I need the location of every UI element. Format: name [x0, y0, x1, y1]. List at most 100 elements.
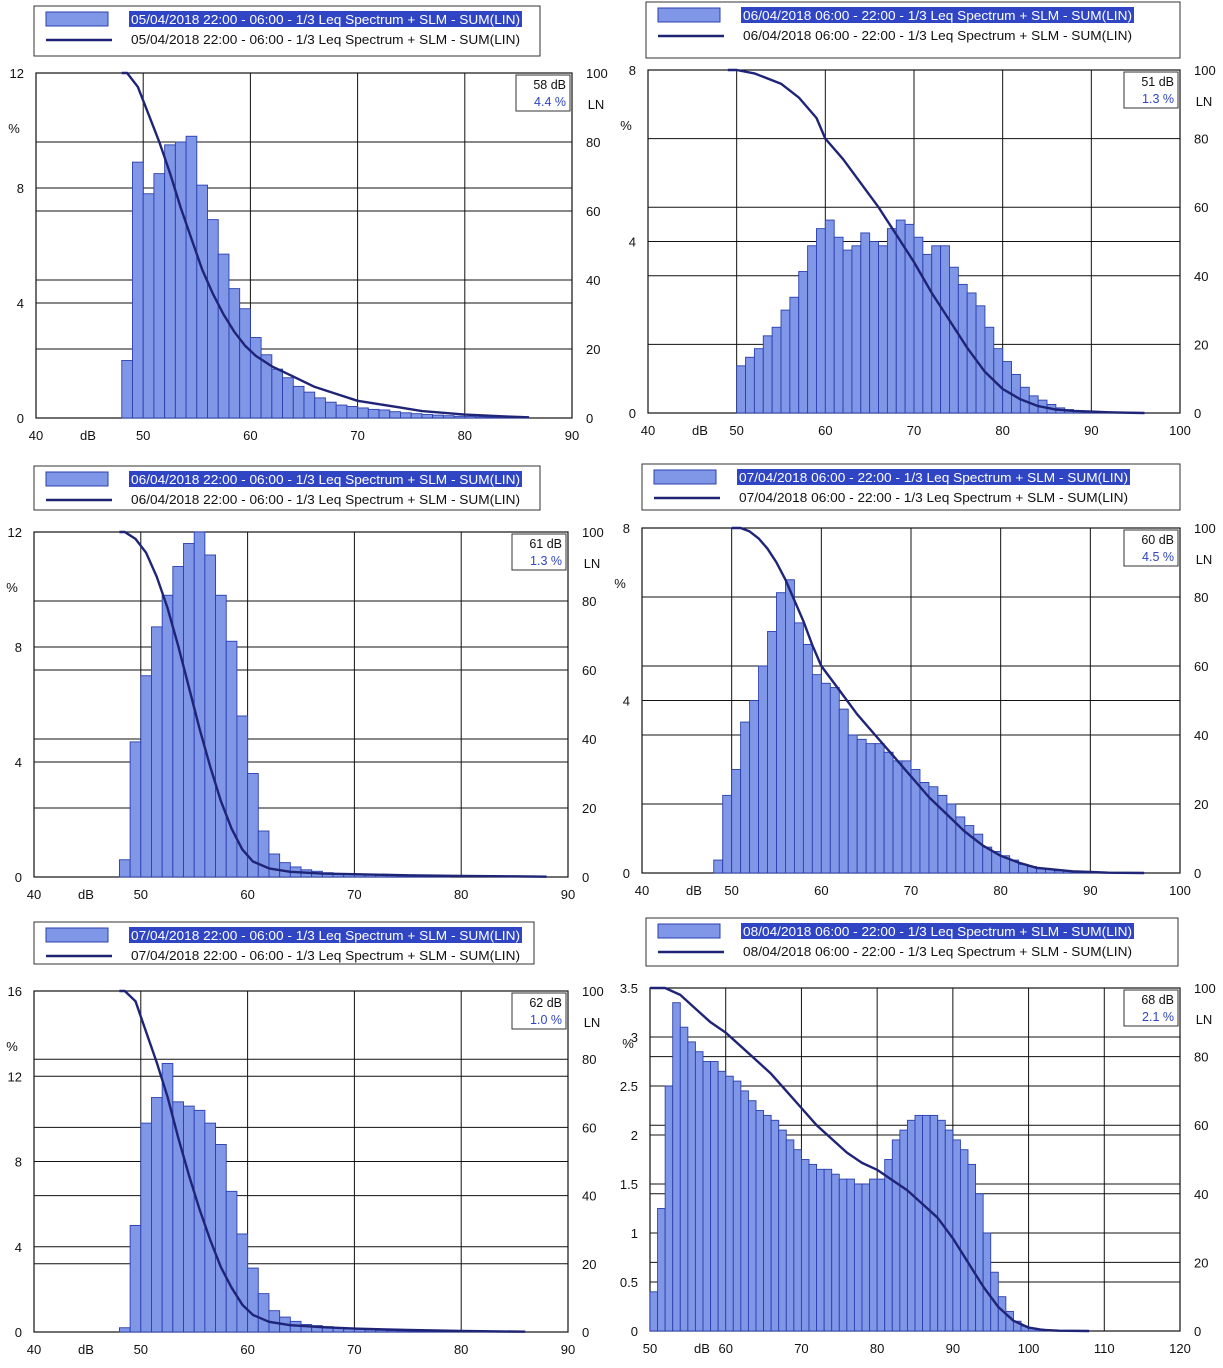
- histogram-bar: [143, 194, 154, 418]
- histogram-bar: [905, 224, 914, 413]
- y2-tick-label: 40: [582, 732, 596, 747]
- histogram-bar: [879, 246, 888, 413]
- y2-tick-label: 40: [1194, 1187, 1208, 1202]
- histogram-bar: [781, 310, 790, 413]
- histogram-bar: [985, 327, 994, 413]
- y2-tick-label: 0: [586, 411, 593, 426]
- x-tick-label: 50: [724, 883, 738, 898]
- histogram-bar: [454, 416, 465, 418]
- y2-tick-label: 0: [1194, 406, 1201, 421]
- y-tick-label: 3.5: [620, 981, 638, 996]
- legend-bar-swatch: [46, 928, 108, 942]
- histogram-bar: [884, 752, 893, 873]
- histogram-bar: [358, 408, 369, 418]
- histogram-bar: [786, 1140, 794, 1331]
- histogram-bar: [269, 854, 280, 877]
- legend-bar-label: 07/04/2018 06:00 - 22:00 - 1/3 Leq Spect…: [739, 471, 1128, 485]
- y2-tick-label: 100: [1194, 521, 1216, 536]
- y-tick-label: 1: [631, 1226, 638, 1241]
- y2-tick-label: 0: [1194, 1324, 1201, 1339]
- x-tick-label: 40: [641, 423, 655, 438]
- histogram-bar: [930, 1115, 938, 1331]
- histogram-bar: [817, 1169, 825, 1331]
- y-tick-label: 12: [8, 525, 22, 540]
- x-tick-label: 80: [458, 428, 472, 443]
- x-tick-label: 90: [946, 1341, 960, 1356]
- histogram-bar: [386, 1331, 397, 1332]
- y-tick-label: 0.5: [620, 1275, 638, 1290]
- legend-line-label: 07/04/2018 06:00 - 22:00 - 1/3 Leq Spect…: [739, 491, 1128, 505]
- histogram-bar: [162, 1063, 173, 1332]
- histogram-bar: [875, 744, 884, 873]
- y2-tick-label: 60: [1194, 200, 1208, 215]
- y-tick-label: 8: [623, 521, 630, 536]
- x-tick-label: 120: [1169, 1341, 1191, 1356]
- y-tick-label: 2.5: [620, 1079, 638, 1094]
- y2-tick-label: 100: [1194, 981, 1216, 996]
- y-tick-label: 8: [17, 181, 24, 196]
- histogram-bar: [746, 357, 755, 413]
- x-tick-label: 70: [794, 1341, 808, 1356]
- histogram-bar: [877, 1179, 885, 1331]
- histogram-bar: [801, 1160, 809, 1332]
- x-tick-label: 80: [454, 1342, 468, 1357]
- y2-tick-label: 0: [582, 870, 589, 885]
- histogram-bar: [852, 246, 861, 413]
- y-tick-label: 1.5: [620, 1177, 638, 1192]
- legend-bar-label: 05/04/2018 22:00 - 06:00 - 1/3 Leq Spect…: [131, 13, 520, 27]
- histogram-bar: [812, 675, 821, 873]
- histogram-bar: [759, 666, 768, 873]
- legend-line-label: 07/04/2018 22:00 - 06:00 - 1/3 Leq Spect…: [131, 949, 520, 963]
- x-tick-label: 100: [1169, 883, 1191, 898]
- y-tick-label: 4: [17, 296, 24, 311]
- histogram-bar: [839, 1179, 847, 1331]
- y-tick-label: 4: [629, 235, 636, 250]
- histogram-bar: [173, 567, 184, 878]
- histogram-bar: [763, 336, 772, 413]
- x-tick-label: 90: [1084, 423, 1098, 438]
- histogram-bar: [433, 415, 444, 418]
- histogram-bar: [799, 272, 808, 413]
- x-tick-label: 60: [818, 423, 832, 438]
- y2-tick-label: 100: [586, 66, 608, 81]
- histogram-bar: [658, 1209, 666, 1332]
- histogram-bar: [949, 267, 958, 413]
- histogram-bar: [141, 1123, 152, 1332]
- histogram-bar: [861, 233, 870, 413]
- plot-frame: [36, 73, 572, 418]
- x-axis-label-db: dB: [686, 883, 702, 898]
- histogram-bar: [960, 1150, 968, 1331]
- y-axis-label-pct: %: [6, 580, 18, 595]
- histogram-bar: [741, 722, 750, 873]
- y2-tick-label: 80: [1194, 590, 1208, 605]
- histogram-bar: [839, 709, 848, 873]
- histogram-bar: [794, 1150, 802, 1331]
- histogram-bar: [808, 246, 817, 413]
- histogram-bar: [390, 412, 401, 418]
- y2-axis-label-ln: LN: [584, 1015, 601, 1030]
- histogram-bar: [843, 250, 852, 413]
- histogram-bar: [122, 361, 133, 419]
- histogram-bar: [896, 220, 905, 413]
- y2-tick-label: 20: [1194, 337, 1208, 352]
- histogram-bar: [132, 162, 143, 418]
- x-tick-label: 80: [995, 423, 1009, 438]
- histogram-bar: [197, 185, 208, 418]
- y2-axis-label-ln: LN: [1196, 552, 1213, 567]
- y-tick-label: 4: [623, 694, 630, 709]
- histogram-bar: [907, 1120, 915, 1331]
- histogram-bar: [151, 1098, 162, 1332]
- readout-db: 60 dB: [1141, 533, 1174, 547]
- histogram-bar: [226, 1191, 237, 1332]
- histogram-bar: [283, 378, 294, 418]
- y2-tick-label: 0: [582, 1325, 589, 1340]
- histogram-bar: [830, 688, 839, 873]
- histogram-bar: [816, 229, 825, 413]
- readout-pct: 1.3 %: [530, 554, 562, 568]
- y-tick-label: 4: [15, 1240, 22, 1255]
- x-tick-label: 60: [240, 1342, 254, 1357]
- histogram-bar: [229, 289, 240, 418]
- histogram-bar: [141, 676, 152, 877]
- y2-axis-label-ln: LN: [584, 556, 601, 571]
- histogram-bar: [726, 1076, 734, 1331]
